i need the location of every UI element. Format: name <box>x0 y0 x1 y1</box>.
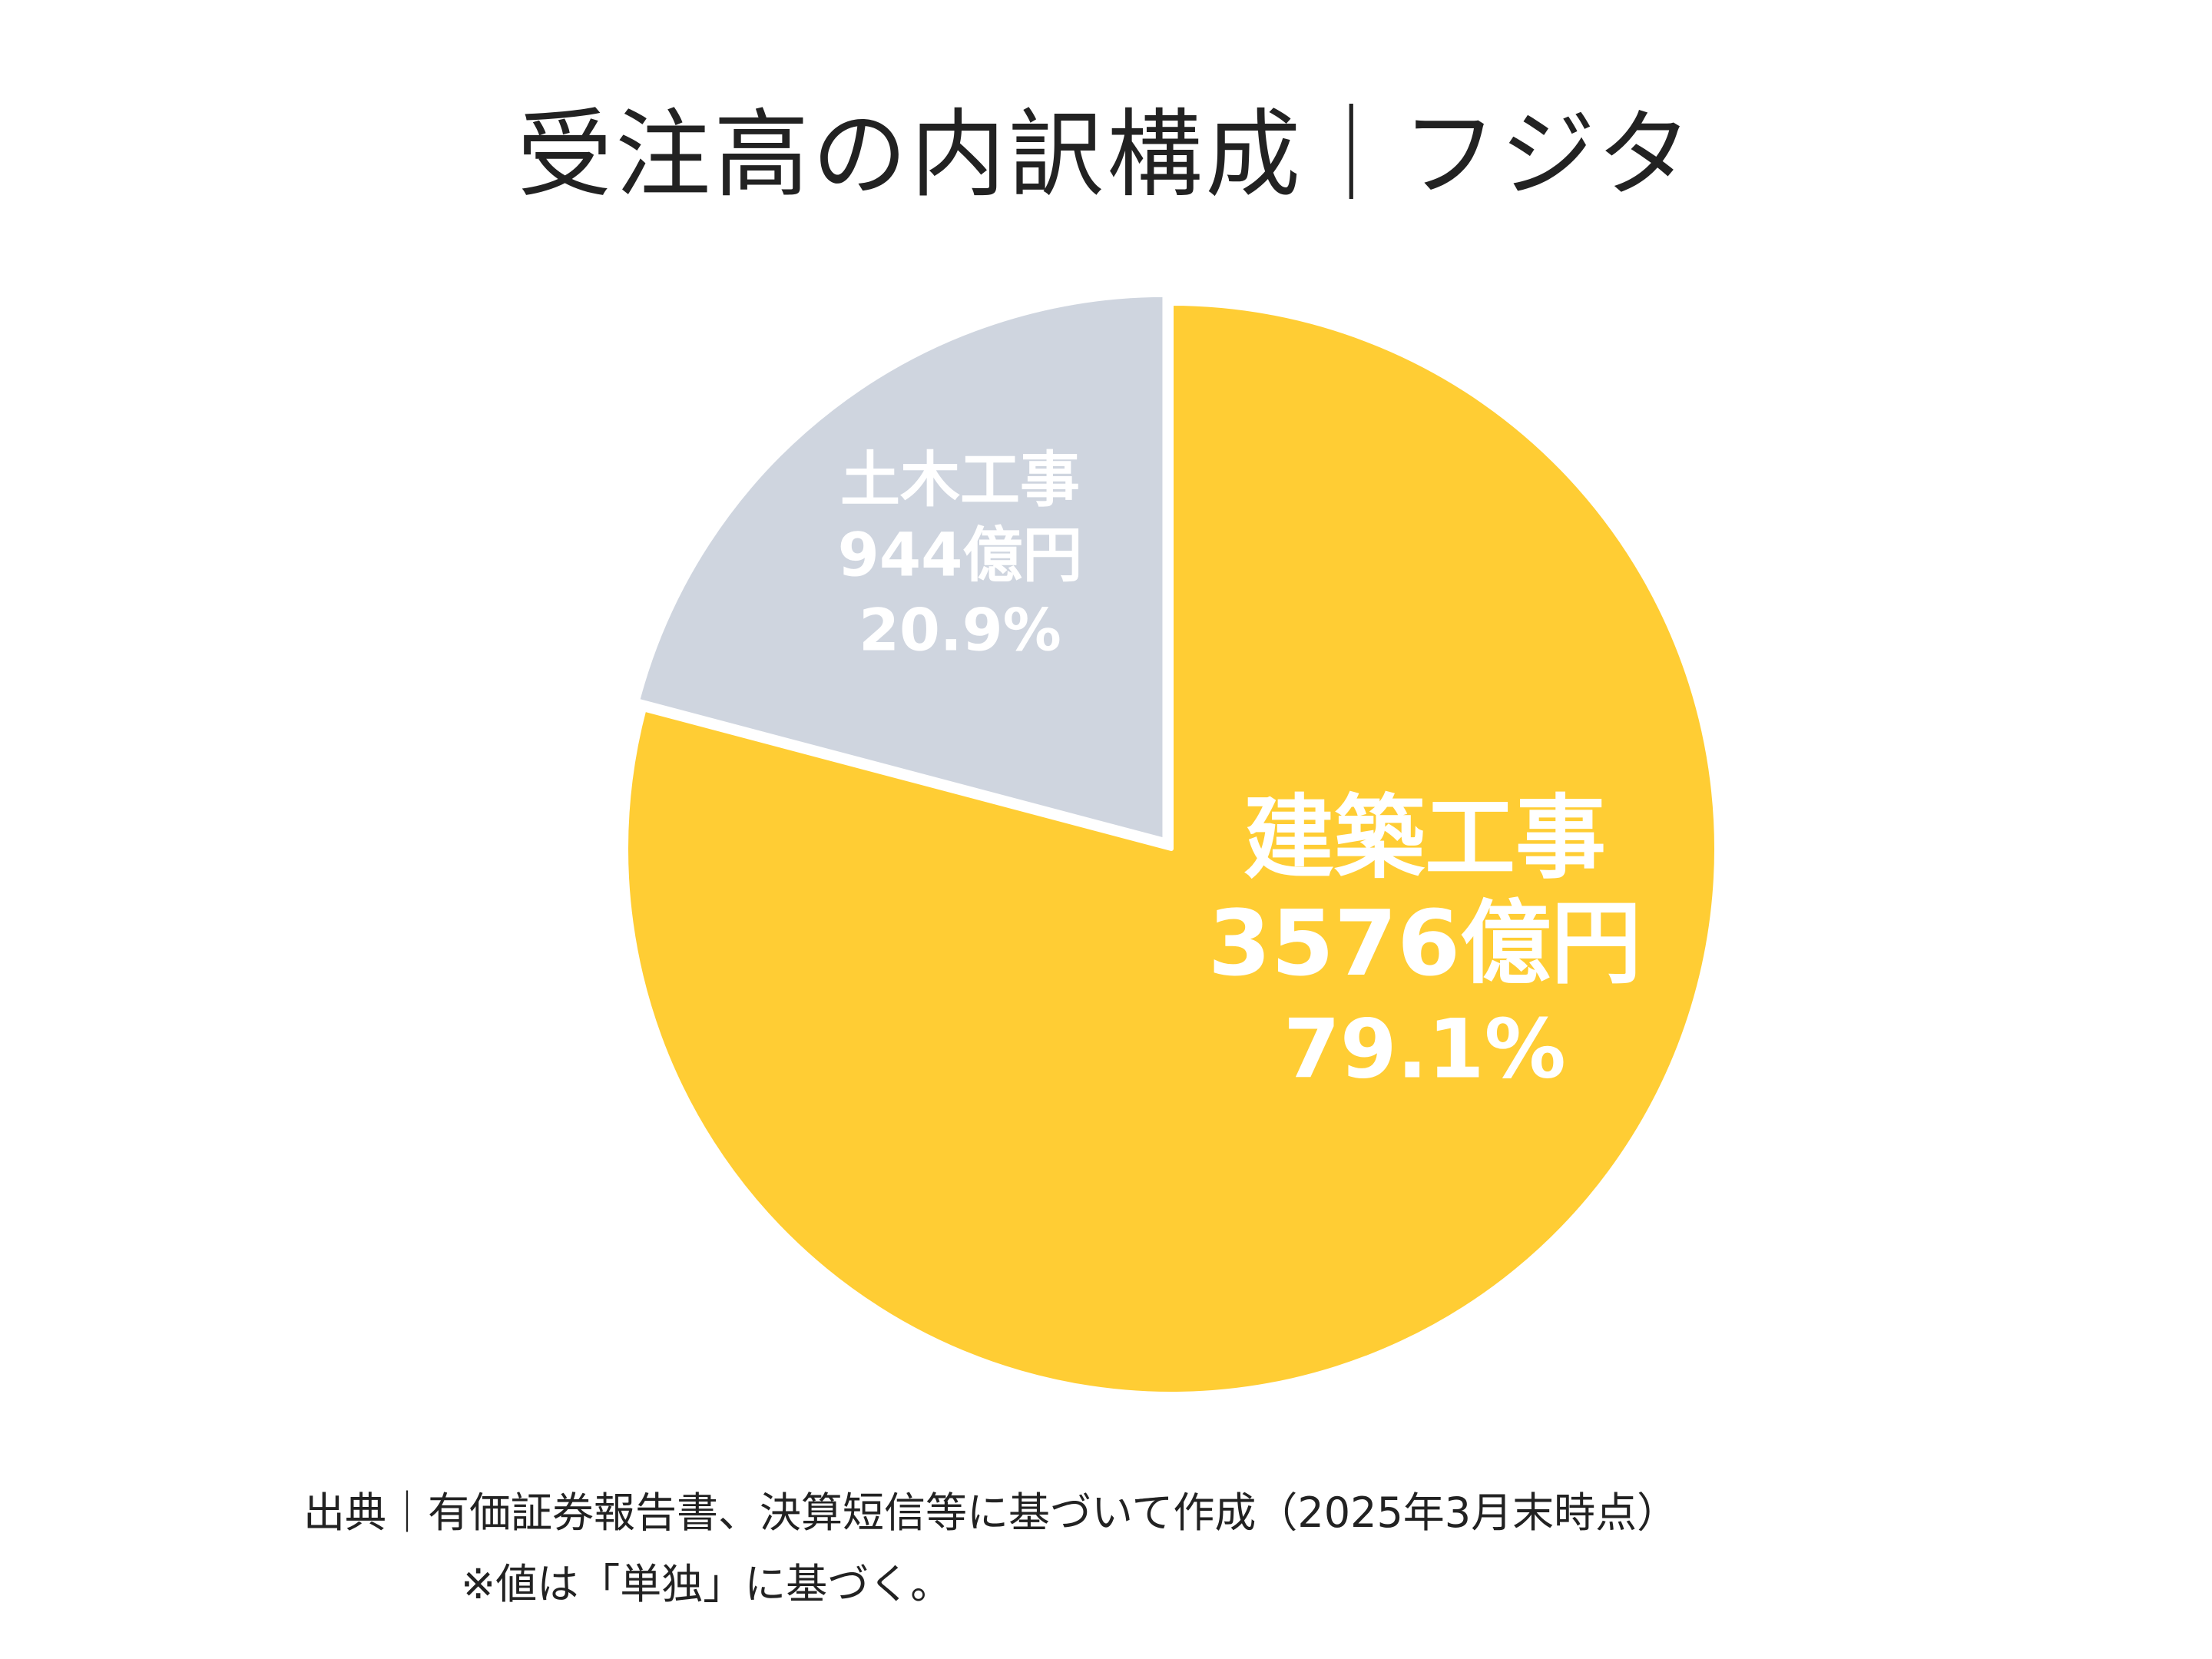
pie-slice-1 <box>624 301 1719 1396</box>
slice-value-label-2: 944億円 <box>838 521 1083 590</box>
slice-value-label-1: 3576億円 <box>1208 890 1641 996</box>
slice-name-label-2: 土木工事 <box>840 445 1080 515</box>
slice-percent-label-1: 79.1% <box>1283 1002 1566 1096</box>
slice-name-label-1: 建築工事 <box>1243 785 1606 891</box>
chart-title: 受注高の内訳構成｜フジタ <box>517 100 1695 210</box>
pie-slice-2 <box>635 292 1167 843</box>
value-note: ※値は「単独」に基づく。 <box>461 1560 952 1608</box>
slice-percent-label-2: 20.9% <box>859 596 1061 664</box>
source-note: 出典｜有価証券報告書、決算短信等に基づいて作成（2025年3月末時点） <box>303 1488 1679 1537</box>
pie-slices <box>624 292 1719 1396</box>
